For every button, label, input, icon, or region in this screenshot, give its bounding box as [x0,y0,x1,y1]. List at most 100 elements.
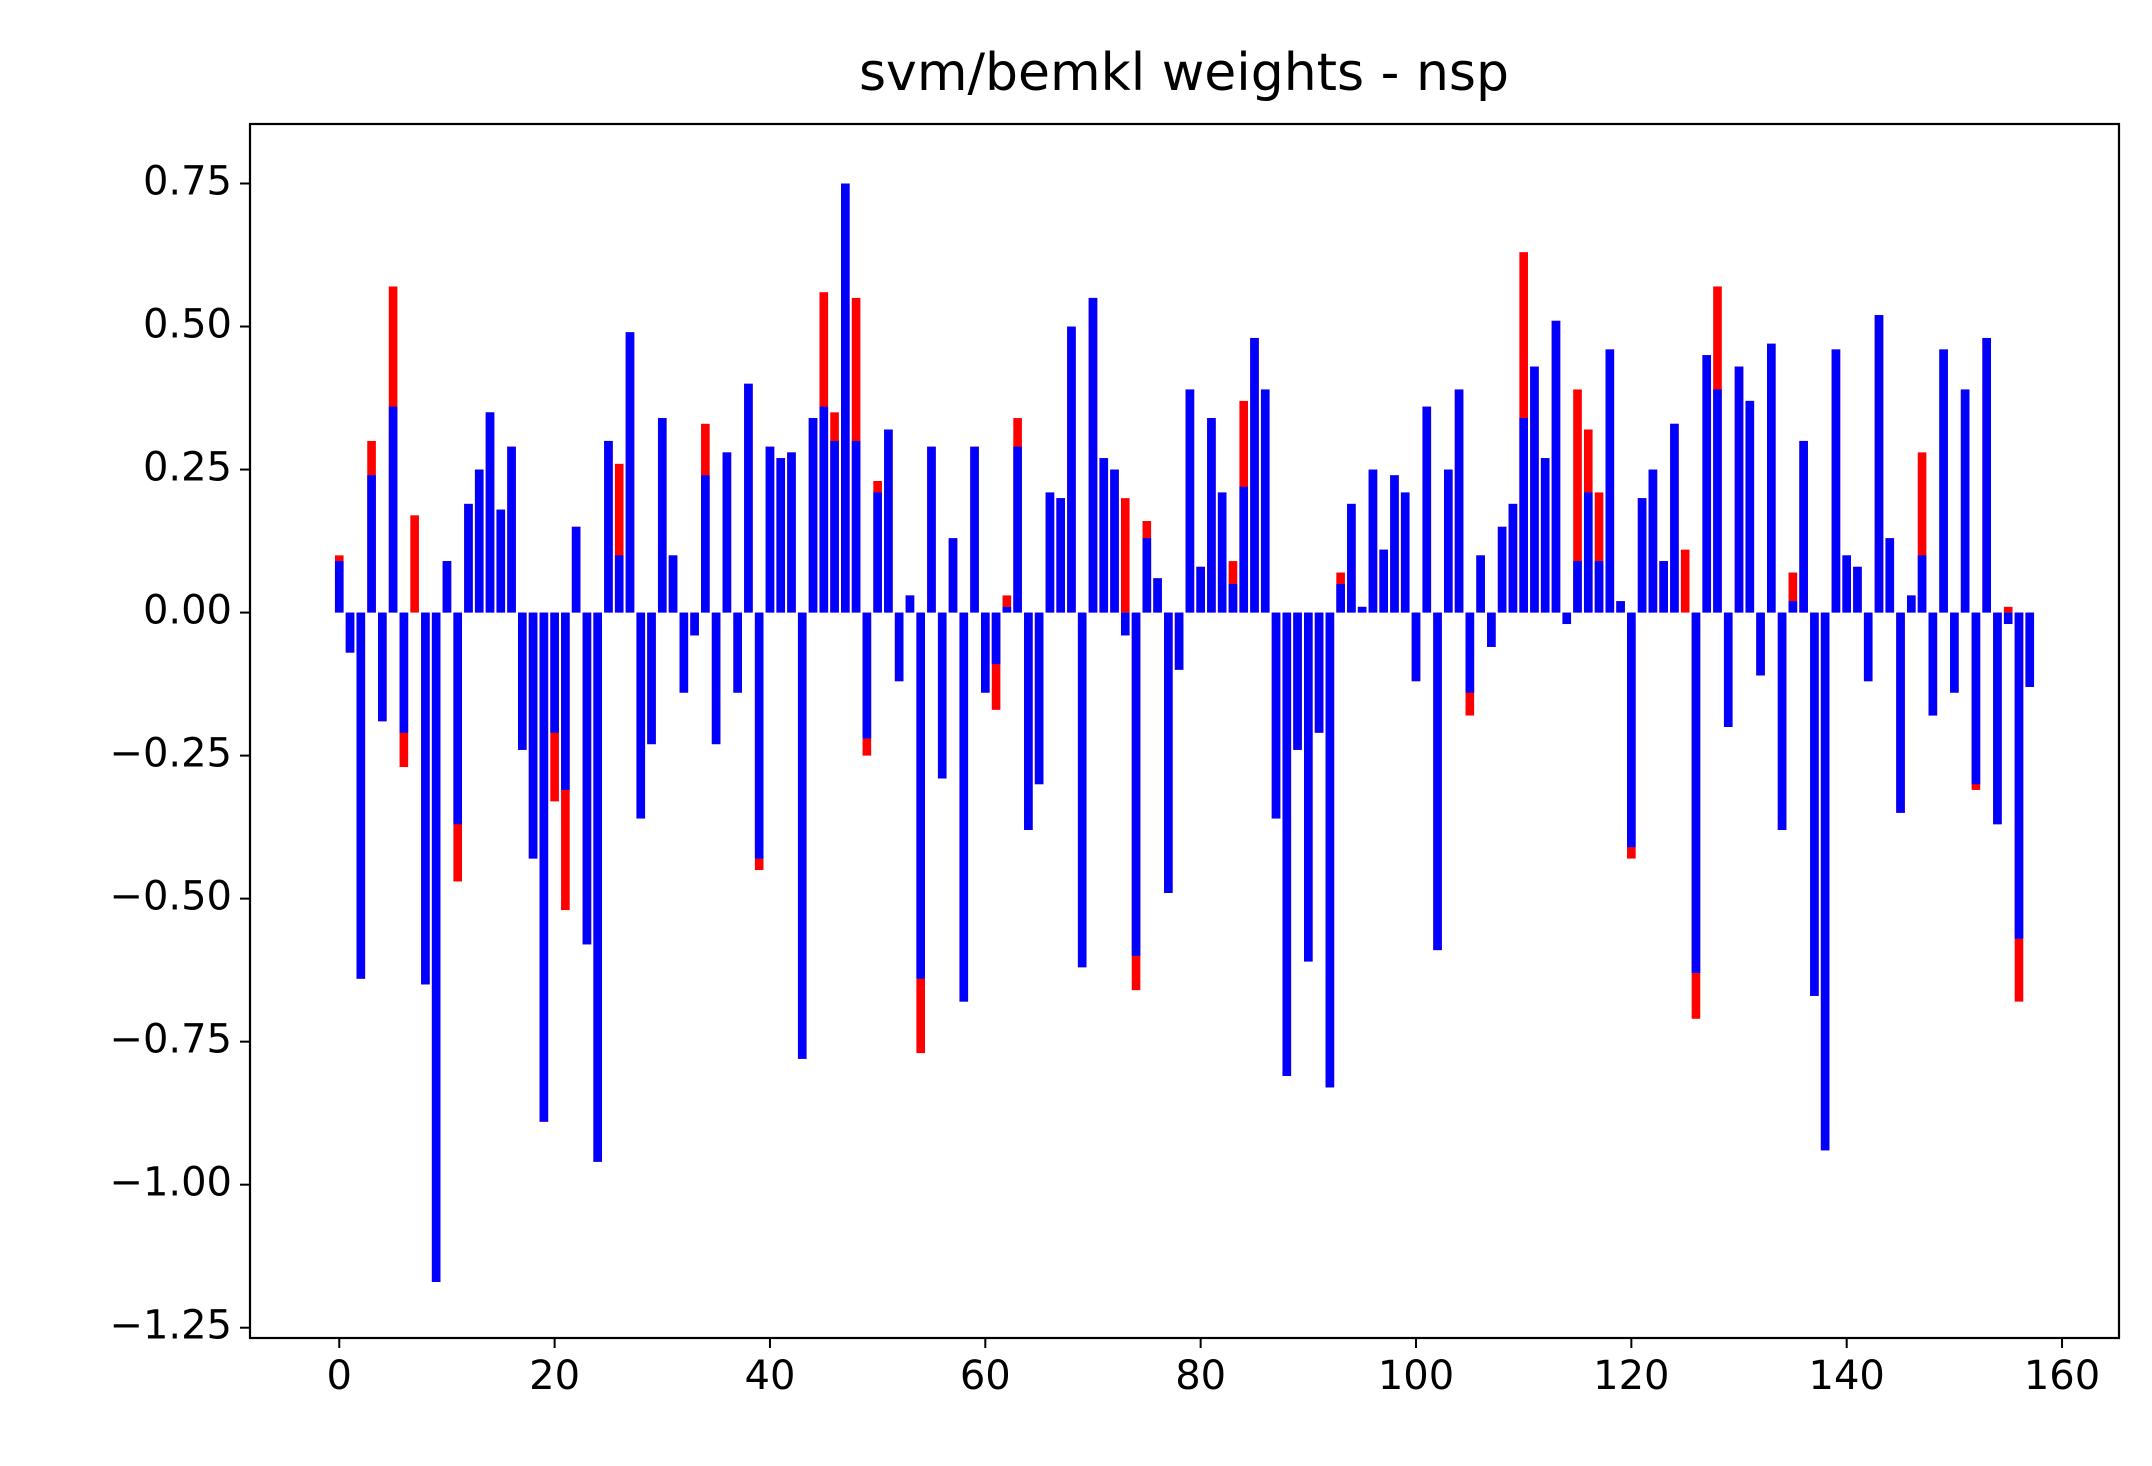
bar [701,475,710,613]
bar [744,383,753,613]
bar [539,612,549,1122]
bar [776,458,786,613]
bar [1013,446,1022,613]
bar [399,612,409,733]
bar [1508,503,1518,613]
bar [1810,612,1819,996]
bar [1982,337,1991,613]
x-tick-label: 60 [960,1353,1011,1399]
bar [388,406,398,613]
bar [1131,612,1141,956]
y-tick-label: −1.25 [109,1303,232,1349]
bar [1756,612,1765,676]
bar [1400,492,1410,613]
bar [1325,612,1335,1088]
bar [647,612,656,745]
bar [1002,595,1012,613]
bar [1336,583,1345,613]
bar [334,561,344,613]
bar [1713,389,1722,613]
bar [1443,469,1453,613]
bar [1067,326,1076,613]
bar [1250,337,1259,613]
y-tick-label: −0.75 [109,1017,232,1063]
bar [1702,355,1712,613]
bar [1497,526,1507,613]
bar [841,183,850,613]
bar [884,429,893,613]
bar [1583,492,1593,613]
bar [970,446,979,613]
bar [1465,612,1475,693]
bar [1960,389,1970,613]
bar [1691,612,1701,973]
bar [1314,612,1324,733]
bar [1853,566,1862,613]
bar [561,612,570,790]
x-tick-label: 0 [327,1353,352,1399]
bar [464,503,473,613]
bar [1540,458,1550,613]
bar [754,612,764,859]
bar [1153,578,1162,613]
bar [2003,606,2013,613]
bar [1454,389,1464,613]
bar [916,612,926,979]
bar [808,418,818,613]
bar [1217,492,1227,613]
bar [980,612,990,693]
bar [582,612,592,945]
bar [765,446,775,613]
bar [517,612,527,750]
bar [894,612,904,682]
bar [1874,315,1884,613]
bar [1906,595,1916,613]
bar [1120,498,1130,613]
bar [1562,612,1572,625]
bar [1777,612,1787,830]
bar [1099,458,1109,613]
bar [378,612,387,722]
x-tick-label: 80 [1175,1353,1226,1399]
bar [1088,297,1098,613]
bar [1659,561,1668,613]
bar [485,412,495,613]
bar [1422,406,1432,613]
bar [528,612,538,859]
bar [1411,612,1421,682]
bar [1842,555,1852,613]
bar [1476,555,1485,613]
x-tick-label: 160 [2024,1353,2100,1399]
bar [1831,349,1841,613]
bar [367,475,376,613]
bar [345,612,355,653]
y-tick-label: −0.50 [109,874,232,920]
bar [937,612,947,779]
bar [1379,549,1389,613]
y-tick-label: −0.25 [109,731,232,777]
bar [1605,349,1615,613]
bar [1056,498,1065,613]
bar [1594,492,1604,613]
bar [1680,549,1690,613]
bar [474,469,484,613]
bar [851,440,861,613]
bar [1347,503,1356,613]
bar [2003,612,2013,625]
bar [1573,389,1582,613]
bar [1723,612,1733,727]
bar [2014,612,2024,939]
bar [1282,612,1292,1076]
bar [1971,612,1981,785]
bar [1670,423,1679,613]
bar [636,612,646,819]
bar [787,452,796,613]
bar [1648,469,1658,613]
x-tick-label: 140 [1809,1353,1885,1399]
bar [905,595,915,613]
bar [830,440,839,613]
bar [1390,475,1399,613]
bar [1993,612,2002,825]
y-tick-label: 0.75 [143,158,232,204]
bar [711,612,721,745]
